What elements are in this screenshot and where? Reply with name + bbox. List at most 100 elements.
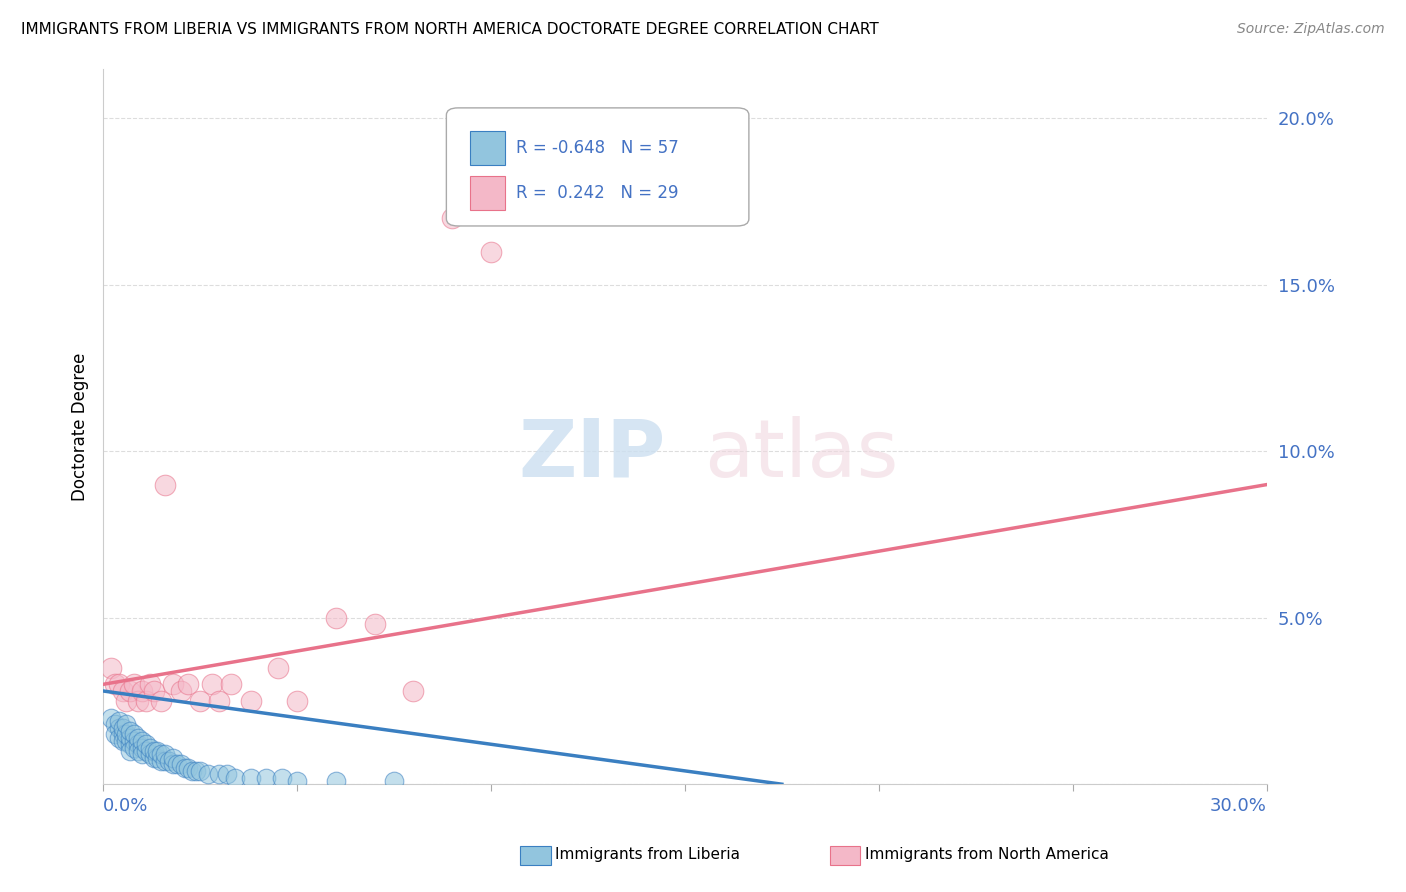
Point [138,740,160,755]
Point [150,694,173,708]
Point [142,750,165,764]
Point [162,750,184,764]
Bar [470,131,505,165]
Text: Immigrants from Liberia: Immigrants from Liberia [555,847,741,862]
Point [153,754,176,768]
Point [153,747,176,762]
Point [162,757,184,772]
Point [150,747,173,762]
Point [173,760,195,774]
Point [131,740,153,755]
Point [131,747,153,762]
Point [201,677,224,691]
Text: IMMIGRANTS FROM LIBERIA VS IMMIGRANTS FROM NORTH AMERICA DOCTORATE DEGREE CORREL: IMMIGRANTS FROM LIBERIA VS IMMIGRANTS FR… [21,22,879,37]
Point [402,684,425,698]
Text: 0.0%: 0.0% [103,797,149,815]
Point [122,677,145,691]
Point [120,723,142,738]
Point [104,677,127,691]
Point [208,694,231,708]
Point [100,711,122,725]
Point [254,771,277,785]
Bar [470,176,505,211]
Point [122,734,145,748]
Point [115,734,138,748]
Point [107,714,129,728]
Text: Immigrants from North America: Immigrants from North America [865,847,1108,862]
Point [131,684,153,698]
Point [111,684,134,698]
Point [146,750,169,764]
Point [135,694,157,708]
Point [122,740,145,755]
Point [138,747,160,762]
Text: Source: ZipAtlas.com: Source: ZipAtlas.com [1237,22,1385,37]
Y-axis label: Doctorate Degree: Doctorate Degree [72,352,89,500]
Point [177,760,200,774]
Point [120,731,142,745]
Point [104,727,127,741]
Point [142,684,165,698]
Point [122,727,145,741]
Point [224,771,246,785]
Point [188,694,211,708]
Point [153,477,176,491]
Point [135,744,157,758]
Text: 30.0%: 30.0% [1209,797,1267,815]
Point [325,773,347,788]
Point [441,211,464,226]
FancyBboxPatch shape [446,108,749,226]
Point [266,661,288,675]
Point [217,767,239,781]
Point [325,611,347,625]
Point [138,677,160,691]
Point [188,764,211,778]
Point [107,677,129,691]
Point [127,694,149,708]
Point [270,771,292,785]
Point [127,737,149,751]
Point [146,744,169,758]
Point [382,773,405,788]
Point [107,731,129,745]
Text: R = -0.648   N = 57: R = -0.648 N = 57 [516,139,679,157]
Point [142,744,165,758]
Point [111,721,134,735]
Point [208,767,231,781]
Point [166,757,188,772]
Point [111,734,134,748]
Point [363,617,385,632]
Point [120,684,142,698]
Point [104,717,127,731]
Point [120,737,142,751]
Text: atlas: atlas [704,416,898,494]
Point [239,694,262,708]
Point [479,244,502,259]
Point [131,734,153,748]
Point [127,744,149,758]
Point [120,744,142,758]
Point [181,764,204,778]
Point [186,764,208,778]
Point [100,661,122,675]
Point [170,757,193,772]
Point [115,694,138,708]
Point [150,754,173,768]
Point [219,677,242,691]
Point [135,737,157,751]
Point [197,767,219,781]
Point [115,727,138,741]
Point [157,754,180,768]
Point [239,771,262,785]
Point [115,717,138,731]
Point [285,773,308,788]
Point [177,677,200,691]
Point [111,727,134,741]
Text: ZIP: ZIP [519,416,665,494]
Point [162,677,184,691]
Point [127,731,149,745]
Text: R =  0.242   N = 29: R = 0.242 N = 29 [516,184,679,202]
Point [107,721,129,735]
Point [285,694,308,708]
Point [170,684,193,698]
